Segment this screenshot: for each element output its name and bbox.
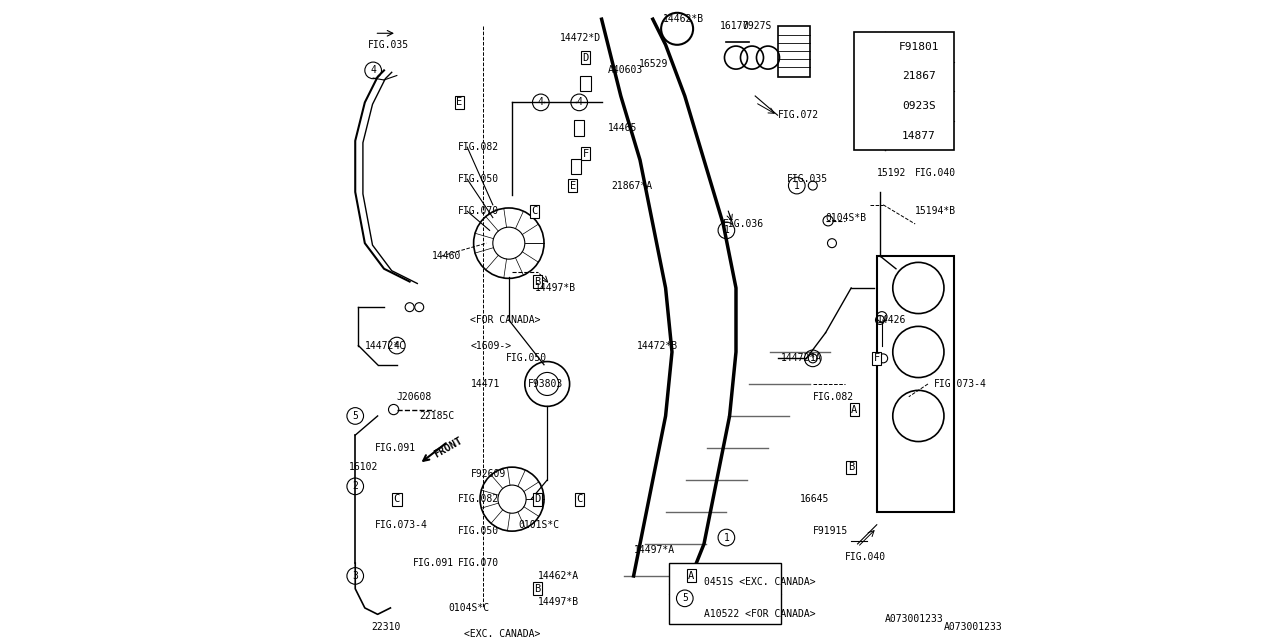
Text: <FOR CANADA>: <FOR CANADA> bbox=[471, 315, 541, 325]
Text: 15192: 15192 bbox=[877, 168, 906, 178]
Text: 22310: 22310 bbox=[371, 622, 401, 632]
Text: 0101S*C: 0101S*C bbox=[518, 520, 559, 530]
Text: 4: 4 bbox=[538, 97, 544, 108]
Text: FIG.036: FIG.036 bbox=[723, 219, 764, 229]
Text: 5: 5 bbox=[682, 593, 687, 604]
Text: FIG.040: FIG.040 bbox=[845, 552, 886, 562]
Text: 0104S*C: 0104S*C bbox=[448, 603, 489, 613]
Text: 14462*B: 14462*B bbox=[662, 14, 704, 24]
Text: FIG.072: FIG.072 bbox=[777, 110, 819, 120]
Text: 1: 1 bbox=[723, 532, 730, 543]
Text: FIG.073-4: FIG.073-4 bbox=[375, 520, 428, 530]
Text: A: A bbox=[689, 571, 694, 581]
Text: 14497*A: 14497*A bbox=[634, 545, 675, 556]
Text: 14497*B: 14497*B bbox=[538, 596, 579, 607]
Text: 2: 2 bbox=[352, 481, 358, 492]
Text: 4: 4 bbox=[370, 65, 376, 76]
FancyBboxPatch shape bbox=[668, 563, 781, 624]
Text: 14472*B: 14472*B bbox=[637, 340, 678, 351]
Text: 2: 2 bbox=[867, 72, 873, 81]
Text: D: D bbox=[582, 52, 589, 63]
Text: 4: 4 bbox=[394, 340, 399, 351]
Text: A: A bbox=[851, 404, 858, 415]
Text: 14472*C: 14472*C bbox=[365, 340, 406, 351]
Text: 21867*A: 21867*A bbox=[612, 180, 653, 191]
Text: FRONT: FRONT bbox=[433, 435, 465, 460]
Text: 1: 1 bbox=[867, 42, 873, 52]
Text: A073001233: A073001233 bbox=[886, 614, 943, 624]
Text: FIG.035: FIG.035 bbox=[369, 40, 410, 50]
Text: 0927S: 0927S bbox=[742, 20, 772, 31]
Text: 14465: 14465 bbox=[608, 123, 637, 133]
Text: FIG.070: FIG.070 bbox=[458, 206, 499, 216]
Text: B: B bbox=[849, 462, 854, 472]
Text: <EXC. CANADA>: <EXC. CANADA> bbox=[465, 628, 540, 639]
Text: FIG.091: FIG.091 bbox=[375, 443, 416, 453]
Text: FIG.070: FIG.070 bbox=[458, 558, 499, 568]
Text: F: F bbox=[874, 353, 879, 364]
Text: 0923S: 0923S bbox=[902, 101, 936, 111]
Text: FIG.091: FIG.091 bbox=[413, 558, 454, 568]
Text: 15194*B: 15194*B bbox=[915, 206, 956, 216]
Text: B: B bbox=[535, 584, 540, 594]
Text: A073001233: A073001233 bbox=[943, 622, 1002, 632]
Text: FIG.082: FIG.082 bbox=[458, 142, 499, 152]
Text: FIG.082: FIG.082 bbox=[813, 392, 854, 402]
Text: 5: 5 bbox=[352, 411, 358, 421]
Text: FIG.050: FIG.050 bbox=[506, 353, 547, 364]
Text: 16645: 16645 bbox=[800, 494, 829, 504]
Text: F93803: F93803 bbox=[529, 379, 563, 389]
FancyBboxPatch shape bbox=[854, 32, 954, 150]
Text: 16529: 16529 bbox=[639, 59, 668, 69]
Text: 21867: 21867 bbox=[902, 72, 936, 81]
Text: E: E bbox=[570, 180, 576, 191]
Text: FIG.035: FIG.035 bbox=[787, 174, 828, 184]
Text: 1: 1 bbox=[794, 180, 800, 191]
Text: FIG.040: FIG.040 bbox=[915, 168, 956, 178]
Text: 14497*B: 14497*B bbox=[535, 283, 576, 293]
Text: <1609->: <1609-> bbox=[471, 340, 512, 351]
Text: 4: 4 bbox=[576, 97, 582, 108]
Text: 14877: 14877 bbox=[902, 131, 936, 141]
Text: F91915: F91915 bbox=[813, 526, 849, 536]
Text: F91801: F91801 bbox=[899, 42, 940, 52]
Text: A40603: A40603 bbox=[608, 65, 644, 76]
Text: F: F bbox=[582, 148, 589, 159]
Text: J20608: J20608 bbox=[397, 392, 433, 402]
Text: 14426: 14426 bbox=[877, 315, 906, 325]
Text: 3: 3 bbox=[867, 101, 873, 111]
Text: 4: 4 bbox=[867, 131, 873, 141]
Text: 1: 1 bbox=[810, 353, 815, 364]
Text: E: E bbox=[457, 97, 462, 108]
Text: 14472*A: 14472*A bbox=[781, 353, 822, 364]
Text: FIG.050: FIG.050 bbox=[458, 526, 499, 536]
Text: 14471: 14471 bbox=[471, 379, 499, 389]
Text: 22185C: 22185C bbox=[420, 411, 454, 421]
Text: C: C bbox=[531, 206, 538, 216]
Text: FIG.082: FIG.082 bbox=[458, 494, 499, 504]
Text: 3: 3 bbox=[352, 571, 358, 581]
Text: B: B bbox=[535, 276, 540, 287]
Text: 14472*D: 14472*D bbox=[561, 33, 602, 44]
Text: FIG.050: FIG.050 bbox=[458, 174, 499, 184]
Text: D: D bbox=[535, 494, 540, 504]
Text: 0104S*B: 0104S*B bbox=[826, 212, 867, 223]
Text: FIG.073-4: FIG.073-4 bbox=[934, 379, 987, 389]
Text: 1: 1 bbox=[723, 225, 730, 236]
Text: F92609: F92609 bbox=[471, 468, 506, 479]
Text: A10522 <FOR CANADA>: A10522 <FOR CANADA> bbox=[704, 609, 815, 620]
Text: C: C bbox=[576, 494, 582, 504]
Text: 14462*A: 14462*A bbox=[538, 571, 579, 581]
Text: C: C bbox=[394, 494, 399, 504]
Text: 14460: 14460 bbox=[433, 251, 461, 261]
Text: 16102: 16102 bbox=[349, 462, 378, 472]
Text: 16177: 16177 bbox=[719, 20, 749, 31]
Text: 0451S <EXC. CANADA>: 0451S <EXC. CANADA> bbox=[704, 577, 815, 588]
